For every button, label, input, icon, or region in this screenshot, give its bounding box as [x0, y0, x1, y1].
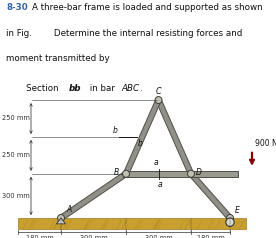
Text: B: B: [114, 168, 119, 177]
Bar: [18, 218, 246, 229]
Text: moment transmitted by: moment transmitted by: [6, 54, 110, 63]
Text: 300 mm: 300 mm: [2, 193, 30, 199]
Text: A three-bar frame is loaded and supported as shown: A three-bar frame is loaded and supporte…: [32, 3, 262, 12]
Text: in Fig.        Determine the internal resisting forces and: in Fig. Determine the internal resisting…: [6, 29, 242, 38]
Text: a: a: [154, 158, 159, 167]
Text: 180 mm: 180 mm: [26, 234, 53, 238]
Text: 300 mm: 300 mm: [145, 234, 172, 238]
Polygon shape: [57, 218, 65, 224]
Text: .: .: [139, 84, 142, 93]
Bar: [123, 171, 238, 177]
Circle shape: [187, 170, 195, 177]
Text: 8-30: 8-30: [6, 3, 28, 12]
Circle shape: [155, 97, 162, 104]
Text: Section: Section: [26, 84, 62, 93]
Polygon shape: [123, 99, 161, 175]
Text: 180 mm: 180 mm: [197, 234, 224, 238]
Text: 900 N: 900 N: [255, 139, 276, 148]
Text: E: E: [235, 206, 240, 215]
Text: in bar: in bar: [87, 84, 118, 93]
Text: bb: bb: [69, 84, 81, 93]
Text: D: D: [196, 168, 202, 177]
Text: b: b: [113, 126, 118, 135]
Circle shape: [123, 170, 129, 177]
Circle shape: [57, 214, 65, 222]
Text: ABC: ABC: [121, 84, 140, 93]
Text: A: A: [66, 205, 71, 214]
Text: b: b: [138, 139, 143, 148]
Text: C: C: [156, 87, 161, 95]
Polygon shape: [189, 172, 232, 220]
Circle shape: [226, 218, 234, 226]
Text: 250 mm: 250 mm: [2, 115, 30, 121]
Circle shape: [227, 214, 233, 222]
Text: a: a: [158, 180, 163, 189]
Polygon shape: [59, 172, 128, 220]
Polygon shape: [156, 99, 193, 175]
Text: 300 mm: 300 mm: [79, 234, 107, 238]
Text: 250 mm: 250 mm: [2, 152, 30, 158]
